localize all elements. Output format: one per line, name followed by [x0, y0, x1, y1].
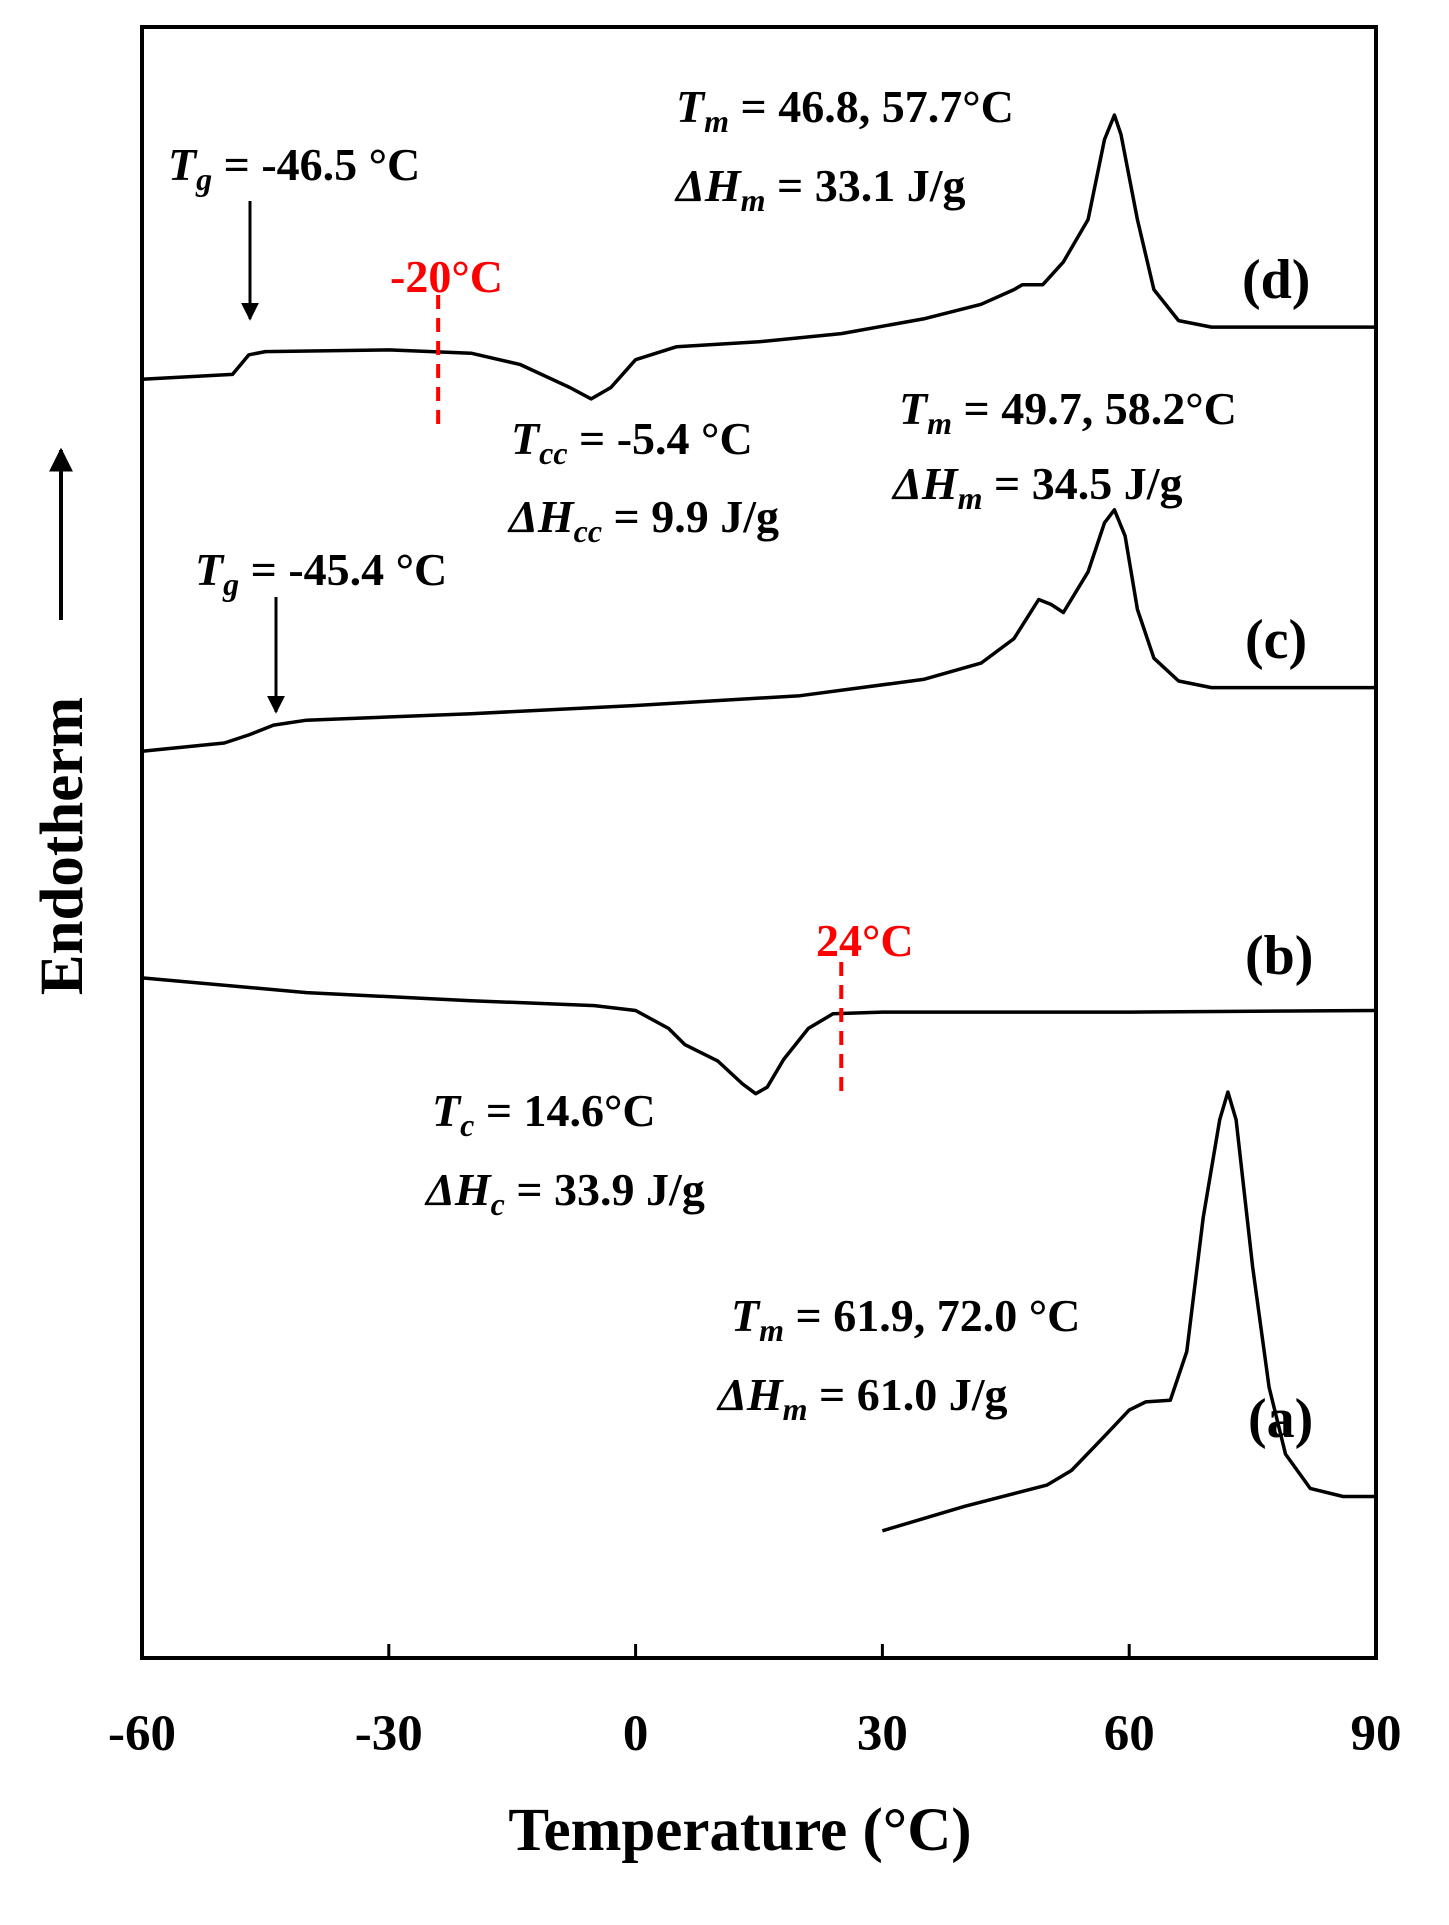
dsc-curve [141, 976, 1377, 1096]
annotation: Tcc = -5.4 °C [511, 413, 753, 471]
x-tick-label: -30 [355, 1706, 423, 1762]
annotation: ΔHc = 33.9 J/g [424, 1164, 705, 1222]
annotation-text: = 9.9 J/g [602, 491, 779, 542]
annotation-text: = -46.5 °C [212, 139, 420, 190]
annotation-subscript: m [704, 103, 729, 139]
annotation: Tm = 61.9, 72.0 °C [731, 1290, 1080, 1348]
x-tick-label: 30 [857, 1706, 908, 1762]
annotation-subscript: m [741, 182, 766, 218]
annotation-subscript: m [759, 1312, 784, 1348]
dsc-curve [141, 113, 1376, 401]
annotation-symbol: ΔH [716, 1369, 784, 1420]
annotation-symbol: T [432, 1085, 462, 1136]
annotation-subscript: c [460, 1107, 474, 1143]
plot-frame [140, 25, 1378, 1660]
annotation-text: = 61.9, 72.0 °C [784, 1290, 1080, 1341]
annotation-text: = -5.4 °C [568, 413, 753, 464]
x-tick-label: -60 [108, 1706, 176, 1762]
annotation-symbol: ΔH [674, 160, 742, 211]
annotation-subscript: m [958, 480, 983, 516]
annotation: ΔHm = 33.1 J/g [674, 160, 966, 218]
annotation: Tc = 14.6°C [432, 1085, 656, 1143]
annotation-text: = -45.4 °C [239, 544, 447, 595]
annotation-symbol: ΔH [424, 1164, 492, 1215]
annotation-subscript: g [222, 566, 239, 602]
annotation-symbol: T [168, 139, 198, 190]
annotation: ΔHm = 34.5 J/g [891, 458, 1183, 516]
annotation-symbol: ΔH [507, 491, 575, 542]
dsc-curve [141, 508, 1376, 753]
curve-label: (a) [1248, 1388, 1313, 1450]
reference-label: -20°C [390, 251, 503, 302]
curve-label: (d) [1242, 249, 1310, 311]
annotation: Tg = -45.4 °C [195, 544, 447, 602]
annotation-text: = 34.5 J/g [983, 458, 1183, 509]
annotation: ΔHcc = 9.9 J/g [507, 491, 779, 549]
annotation-text: = 14.6°C [474, 1085, 655, 1136]
y-axis-title: Endotherm [29, 697, 96, 995]
annotation-symbol: T [195, 544, 225, 595]
annotation-symbol: T [899, 383, 929, 434]
dsc-curve [881, 1090, 1376, 1533]
reference-label: 24°C [816, 915, 914, 966]
annotation: Tm = 46.8, 57.7°C [676, 81, 1014, 139]
annotation-text: = 33.1 J/g [766, 160, 966, 211]
curve-label: (c) [1245, 609, 1307, 671]
annotation-text: = 61.0 J/g [808, 1369, 1008, 1420]
x-axis-title: Temperature (°C) [508, 1797, 971, 1864]
annotation-subscript: g [195, 161, 212, 197]
annotation-symbol: ΔH [891, 458, 959, 509]
annotation-text: = 46.8, 57.7°C [729, 81, 1014, 132]
curve-label: (b) [1245, 925, 1313, 987]
x-tick-label: 90 [1351, 1706, 1402, 1762]
annotation: Tm = 49.7, 58.2°C [899, 383, 1237, 441]
annotation: Tg = -46.5 °C [168, 139, 420, 197]
annotation-subscript: cc [539, 435, 567, 471]
annotation-symbol: T [731, 1290, 761, 1341]
annotation-symbol: T [676, 81, 706, 132]
x-tick-label: 60 [1104, 1706, 1155, 1762]
annotation: ΔHm = 61.0 J/g [716, 1369, 1008, 1427]
annotation-symbol: T [511, 413, 541, 464]
annotation-text: = 33.9 J/g [505, 1164, 705, 1215]
annotation-subscript: c [491, 1186, 505, 1222]
annotation-text: = 49.7, 58.2°C [952, 383, 1237, 434]
annotation-subscript: cc [574, 513, 602, 549]
annotation-subscript: m [927, 405, 952, 441]
annotation-subscript: m [783, 1391, 808, 1427]
x-tick-label: 0 [623, 1706, 649, 1762]
